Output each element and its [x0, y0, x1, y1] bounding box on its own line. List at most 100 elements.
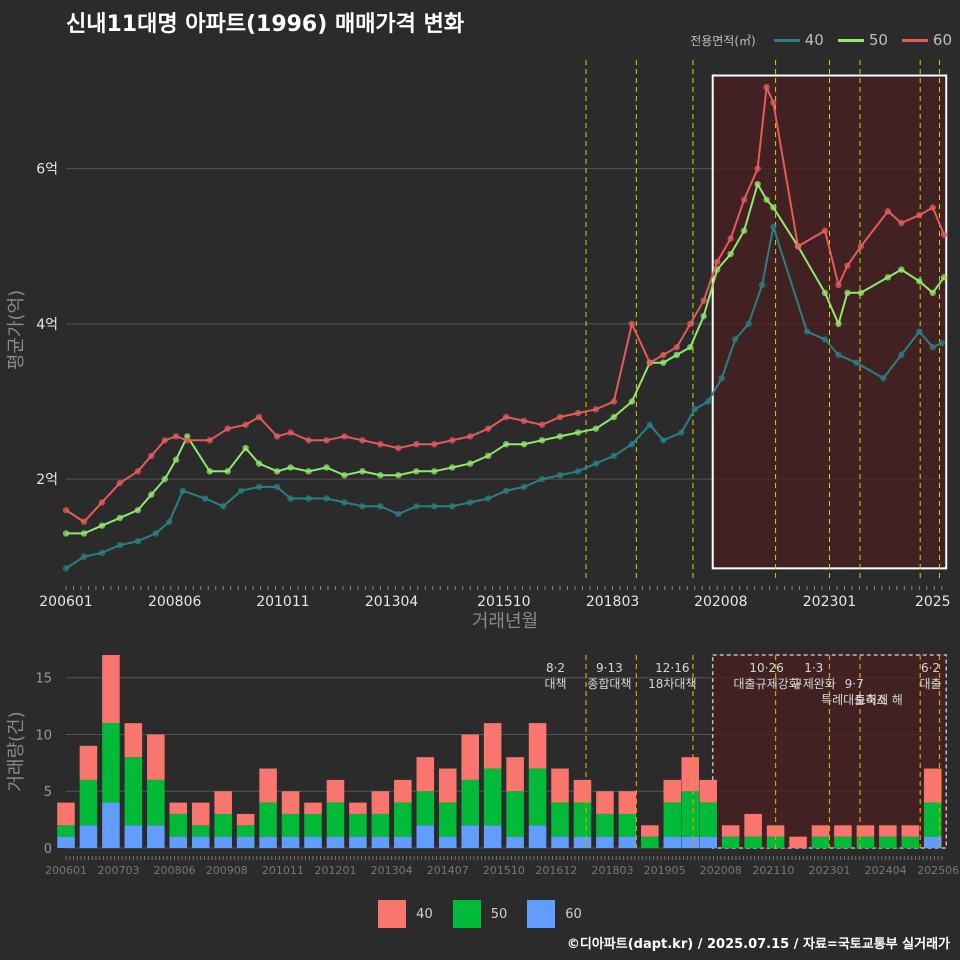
data-point-50: [628, 398, 636, 405]
bar-segment-40: [461, 734, 479, 780]
data-point-40: [323, 495, 330, 502]
data-point-40: [938, 340, 945, 347]
y-tick-label: 2억: [36, 472, 58, 488]
bar-segment-40: [699, 779, 717, 803]
bar-segment-40: [811, 825, 830, 837]
bar-segment-60: [102, 802, 120, 848]
data-point-40: [341, 499, 348, 506]
bar-segment-60: [326, 836, 345, 848]
bar-x-tick-label: 201612: [535, 864, 577, 877]
x-tick-label: 201304: [365, 594, 419, 610]
data-point-60: [754, 165, 761, 172]
data-point-60: [431, 440, 438, 448]
data-point-50: [763, 196, 770, 203]
data-point-40: [916, 328, 923, 335]
data-point-40: [152, 530, 160, 537]
data-point-60: [184, 437, 191, 444]
bar-segment-50: [573, 802, 592, 837]
data-point-60: [727, 235, 734, 242]
bar-segment-50: [349, 813, 367, 837]
data-point-40: [678, 429, 685, 436]
data-point-60: [484, 425, 492, 432]
annotation-text: 종합대책: [587, 676, 631, 691]
data-point-60: [673, 343, 680, 351]
bar-x-tick-label: 201803: [592, 864, 634, 877]
data-point-40: [718, 375, 725, 382]
data-point-40: [466, 499, 474, 506]
bar-x-tick-label: 202301: [808, 864, 850, 877]
bar-segment-60: [551, 836, 569, 848]
bar-segment-40: [416, 757, 435, 792]
data-point-50: [574, 429, 582, 436]
bar-segment-40: [371, 791, 390, 814]
bar-segment-60: [57, 836, 75, 848]
data-point-40: [80, 553, 88, 560]
data-point-60: [794, 243, 802, 250]
bar-x-tick-label: 200908: [206, 864, 248, 877]
bar-segment-40: [923, 768, 942, 803]
data-point-40: [62, 565, 70, 572]
data-point-40: [395, 510, 402, 518]
data-point-40: [745, 320, 752, 328]
bar-segment-40: [438, 768, 457, 803]
data-point-50: [255, 460, 263, 467]
bar-segment-50: [416, 791, 435, 826]
data-point-60: [646, 359, 654, 366]
data-point-50: [413, 468, 420, 475]
legend-item-40: 40: [773, 31, 824, 49]
data-point-50: [592, 425, 600, 432]
data-point-50: [172, 456, 180, 463]
data-point-60: [884, 208, 892, 215]
data-point-60: [687, 320, 694, 328]
annotation-date: 8·2: [546, 661, 565, 675]
data-point-50: [940, 274, 948, 281]
data-point-50: [134, 506, 142, 514]
bar-segment-40: [506, 757, 524, 792]
bar-segment-50: [663, 802, 682, 837]
series-line-40: [65, 226, 943, 570]
data-point-40: [305, 495, 312, 502]
bar-segment-50: [304, 813, 322, 837]
data-point-40: [660, 437, 667, 444]
data-point-40: [219, 503, 227, 510]
data-point-60: [172, 433, 180, 440]
bar-segment-60: [528, 825, 547, 848]
bar-segment-40: [124, 723, 143, 758]
data-point-40: [377, 503, 384, 510]
bar-segment-60: [124, 825, 143, 848]
bar-segment-60: [461, 825, 479, 848]
bar-segment-60: [618, 836, 637, 848]
data-point-60: [148, 452, 155, 460]
bar-segment-40: [169, 802, 188, 814]
data-point-40: [731, 336, 739, 343]
data-point-40: [449, 503, 456, 510]
data-point-60: [62, 506, 70, 514]
data-point-50: [359, 468, 366, 475]
annotation-text: 규제완화: [792, 677, 836, 691]
data-point-50: [395, 472, 402, 479]
data-point-40: [610, 452, 618, 460]
data-point-60: [740, 196, 748, 203]
data-point-50: [273, 468, 281, 475]
bar-segment-40: [721, 825, 740, 837]
bar-segment-40: [901, 825, 920, 837]
bar-segment-50: [901, 836, 920, 848]
data-point-50: [857, 289, 865, 297]
data-point-50: [431, 468, 438, 475]
data-point-40: [758, 281, 766, 289]
data-point-50: [610, 413, 618, 421]
data-point-50: [740, 227, 748, 234]
bar-segment-40: [551, 768, 569, 803]
data-point-60: [628, 320, 636, 328]
bar-segment-50: [923, 802, 942, 837]
data-point-50: [821, 289, 829, 297]
bar-segment-50: [124, 757, 143, 826]
data-point-40: [705, 398, 712, 405]
bar-segment-50: [766, 836, 785, 848]
data-point-60: [206, 437, 213, 444]
data-point-60: [940, 231, 948, 238]
bar-segment-50: [281, 813, 300, 837]
footer-credit: ©디아파트(dapt.kr) / 2025.07.15 / 자료=국토교통부 실…: [566, 937, 950, 952]
bar-x-tick-label: 201201: [314, 864, 356, 877]
bar-segment-60: [573, 836, 592, 848]
